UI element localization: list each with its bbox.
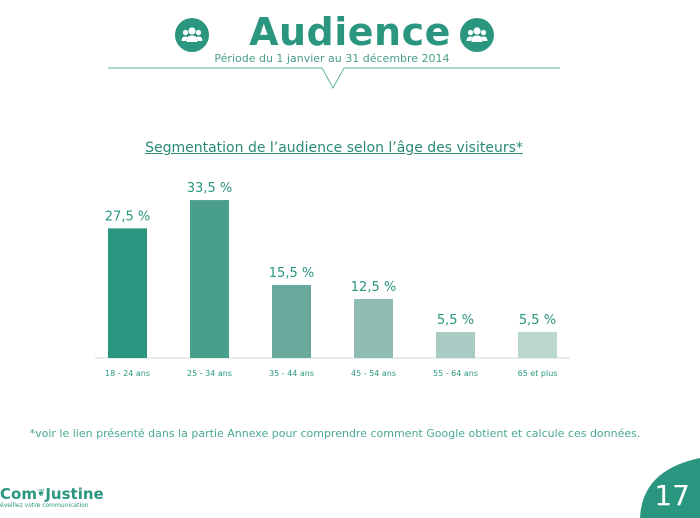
data-label: 5,5 %: [437, 313, 474, 328]
x-tick-label: 45 - 54 ans: [351, 369, 396, 378]
company-logo: Com❦Justine éveillez votre communication: [0, 485, 104, 510]
period-subtitle: Période du 1 janvier au 31 décembre 2014: [214, 52, 450, 65]
data-label: 33,5 %: [187, 181, 232, 196]
chart-title: Segmentation de l’audience selon l’âge d…: [145, 140, 523, 156]
bar-chart: 27,5 % 18 - 24 ans 33,5 % 25 - 34 ans 15,5 %…: [95, 181, 570, 378]
data-label: 12,5 %: [351, 280, 396, 295]
bar: [190, 200, 229, 358]
x-tick-label: 18 - 24 ans: [105, 369, 150, 378]
leaf-icon: ❦: [36, 488, 46, 499]
group-icon: [175, 18, 209, 52]
page-title: Audience: [249, 10, 451, 54]
logo-tagline: éveillez votre communication: [0, 502, 89, 509]
page-corner: 17: [620, 450, 700, 518]
footnote: *voir le lien présenté dans la partie An…: [29, 427, 641, 440]
group-icon: [460, 18, 494, 52]
x-tick-label: 55 - 64 ans: [433, 369, 478, 378]
data-label: 15,5 %: [269, 266, 314, 281]
logo-name-part1: Com: [0, 485, 37, 503]
data-label: 5,5 %: [519, 313, 556, 328]
logo-name-part2: Justine: [45, 485, 104, 503]
bar: [436, 332, 475, 358]
header-divider: [108, 67, 560, 90]
bar: [272, 284, 311, 358]
data-label: 27,5 %: [105, 209, 150, 224]
bar: [354, 299, 393, 358]
bar: [108, 228, 147, 358]
page-number: 17: [654, 479, 690, 512]
x-tick-label: 25 - 34 ans: [187, 369, 232, 378]
x-tick-label: 65 et plus: [518, 369, 558, 378]
bar: [518, 332, 557, 358]
x-tick-label: 35 - 44 ans: [269, 369, 314, 378]
